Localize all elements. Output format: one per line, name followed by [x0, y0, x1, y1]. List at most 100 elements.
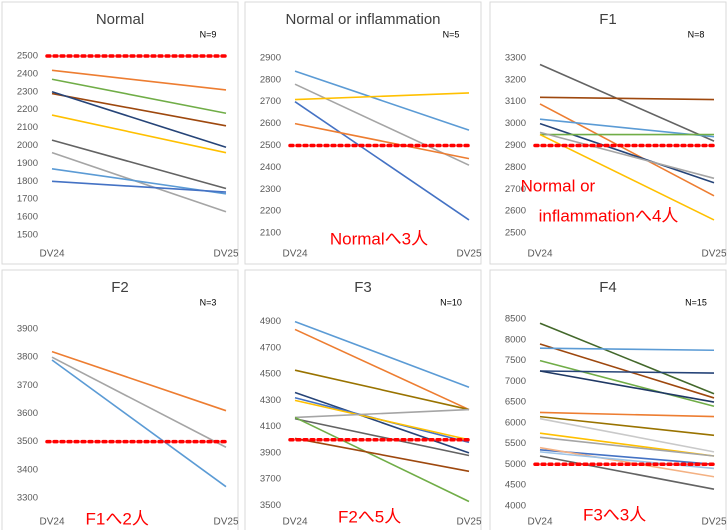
y-tick-label: 1900 — [17, 158, 38, 169]
y-tick-label: 2500 — [260, 140, 281, 151]
panel-frame — [1, 1, 239, 265]
x-tick-label: DV24 — [282, 249, 307, 260]
panel-frame — [489, 269, 727, 530]
y-tick-label: 1800 — [17, 176, 38, 187]
y-tick-label: 3800 — [17, 352, 38, 363]
y-tick-label: 4900 — [260, 316, 281, 327]
series-line — [294, 391, 470, 454]
x-tick-label: DV25 — [456, 249, 481, 260]
x-tick-label: DV25 — [701, 517, 726, 528]
series-line — [51, 114, 227, 154]
y-tick-label: 6500 — [505, 397, 526, 408]
annotation: F2へ5人 — [338, 507, 401, 526]
y-tick-label: 3500 — [260, 500, 281, 511]
x-tick-label: DV25 — [213, 517, 238, 528]
y-tick-label: 2600 — [260, 118, 281, 129]
panel-frame — [244, 1, 482, 265]
y-tick-label: 3100 — [505, 96, 526, 107]
series-line — [539, 322, 715, 395]
y-tick-label: 2100 — [260, 228, 281, 239]
y-tick-label: 3500 — [17, 436, 38, 447]
series-line — [539, 446, 715, 478]
y-tick-label: 2100 — [17, 122, 38, 133]
y-tick-label: 6000 — [505, 417, 526, 428]
series-line — [539, 347, 715, 352]
series-line — [294, 70, 470, 131]
series-line — [51, 69, 227, 91]
y-tick-label: 2000 — [17, 140, 38, 151]
series-line — [51, 180, 227, 193]
panel-title: F1 — [599, 11, 617, 28]
series-line — [294, 320, 470, 388]
y-tick-label: 3900 — [260, 447, 281, 458]
y-tick-label: 2500 — [17, 50, 38, 61]
series-line — [539, 133, 715, 221]
y-tick-label: 2200 — [17, 104, 38, 115]
series-line — [539, 370, 715, 403]
y-tick-label: 1500 — [17, 230, 38, 241]
annotation: F3へ3人 — [583, 505, 646, 524]
panel-title: Normal — [96, 11, 144, 28]
y-tick-label: 5500 — [505, 438, 526, 449]
series-line — [294, 92, 470, 101]
panel-frame — [1, 269, 239, 530]
series-line — [539, 455, 715, 490]
y-tick-label: 8500 — [505, 314, 526, 325]
y-tick-label: 2800 — [260, 74, 281, 85]
y-tick-label: 2300 — [17, 86, 38, 97]
panel-frame — [244, 269, 482, 530]
series-line — [539, 417, 715, 453]
y-tick-label: 3300 — [17, 492, 38, 503]
y-tick-label: 3200 — [505, 74, 526, 85]
y-tick-label: 2900 — [505, 140, 526, 151]
y-tick-label: 4700 — [260, 342, 281, 353]
n-label: N=8 — [688, 29, 705, 39]
y-tick-label: 2700 — [260, 96, 281, 107]
y-tick-label: 3700 — [17, 380, 38, 391]
panel-title: F3 — [354, 279, 372, 296]
series-line — [539, 96, 715, 101]
y-tick-label: 3300 — [505, 52, 526, 63]
series-line — [294, 328, 470, 411]
annotation: inflammationへ4人 — [539, 206, 679, 225]
series-line — [294, 437, 470, 473]
y-tick-label: 7500 — [505, 355, 526, 366]
series-line — [294, 101, 470, 221]
series-line — [539, 436, 715, 457]
y-tick-label: 4500 — [505, 480, 526, 491]
series-line — [294, 369, 470, 411]
series-line — [294, 408, 470, 419]
series-line — [539, 411, 715, 418]
series-line — [539, 122, 715, 184]
y-tick-label: 7000 — [505, 376, 526, 387]
series-line — [51, 356, 227, 448]
y-tick-label: 1600 — [17, 212, 38, 223]
y-tick-label: 4500 — [260, 369, 281, 380]
y-tick-label: 2300 — [260, 184, 281, 195]
n-label: N=9 — [200, 29, 217, 39]
y-tick-label: 3600 — [17, 408, 38, 419]
y-tick-label: 2400 — [17, 68, 38, 79]
y-tick-label: 2400 — [260, 162, 281, 173]
series-line — [539, 415, 715, 437]
series-line — [294, 416, 470, 503]
y-tick-label: 4100 — [260, 421, 281, 432]
panel-frame — [489, 1, 727, 265]
series-line — [294, 399, 470, 441]
y-tick-label: 2800 — [505, 162, 526, 173]
n-label: N=5 — [443, 29, 460, 39]
y-tick-label: 2500 — [505, 228, 526, 239]
panel-title: F4 — [599, 279, 617, 296]
x-tick-label: DV24 — [39, 517, 64, 528]
y-tick-label: 1700 — [17, 194, 38, 205]
annotation: Normalへ3人 — [330, 229, 428, 248]
x-tick-label: DV24 — [527, 517, 552, 528]
y-tick-label: 8000 — [505, 334, 526, 345]
y-tick-label: 3400 — [17, 464, 38, 475]
y-tick-label: 2200 — [260, 206, 281, 217]
y-tick-label: 2600 — [505, 206, 526, 217]
series-line — [51, 92, 227, 127]
series-line — [539, 359, 715, 408]
series-line — [51, 78, 227, 115]
panel-title: F2 — [111, 279, 129, 296]
